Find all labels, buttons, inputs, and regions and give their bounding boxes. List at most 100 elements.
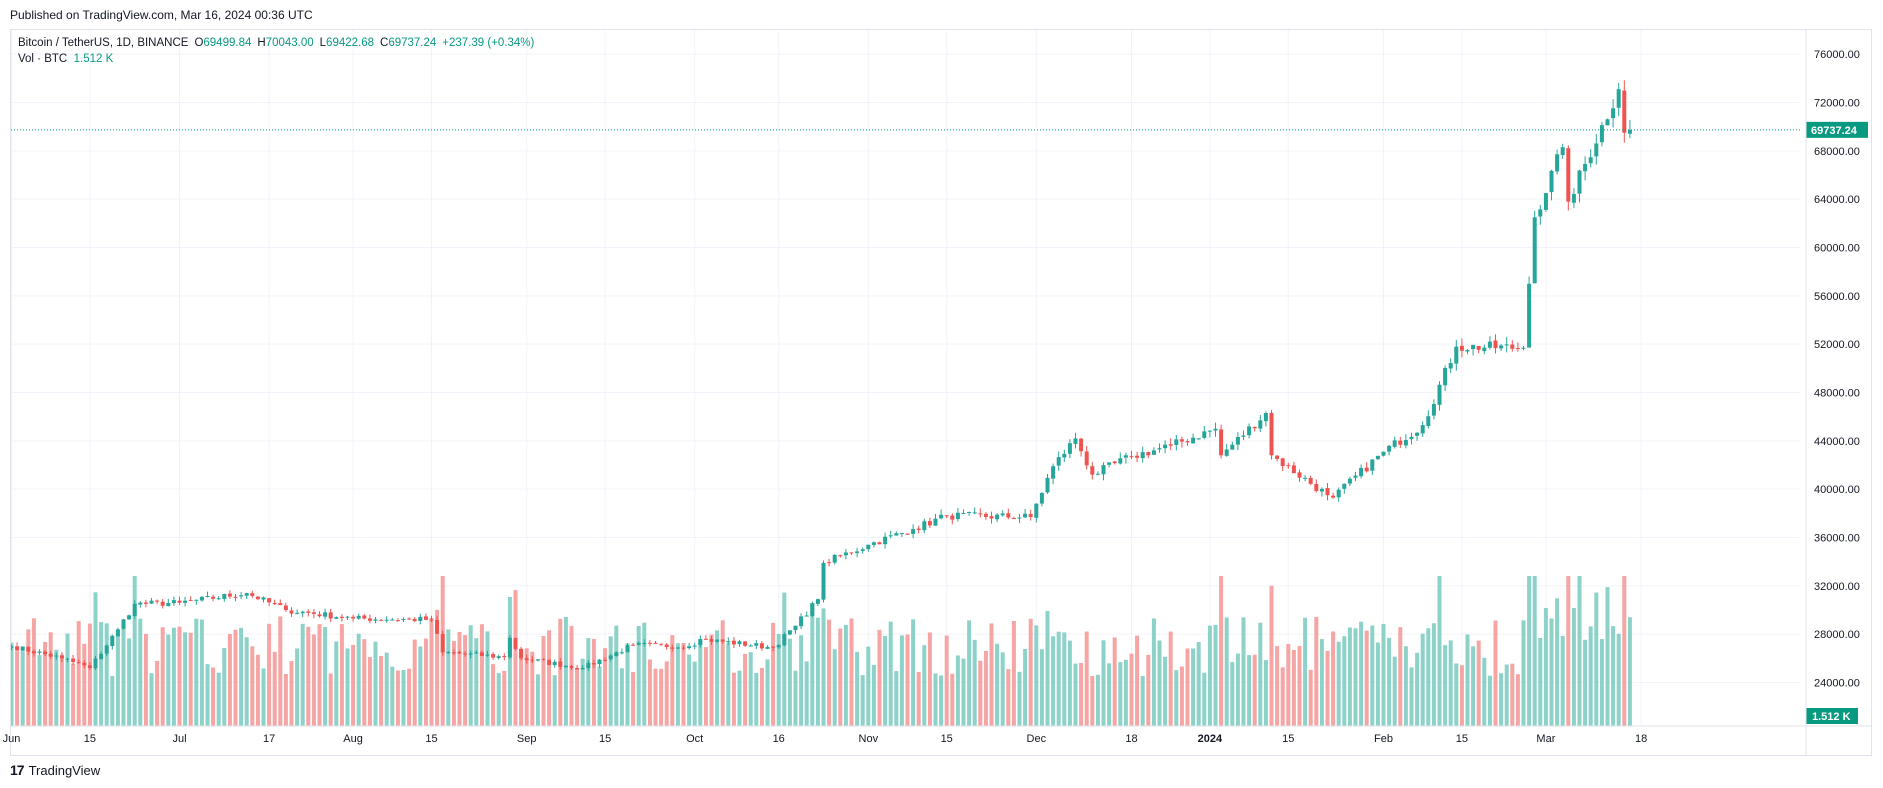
candle-body[interactable] xyxy=(1398,440,1403,445)
candle-body[interactable] xyxy=(1034,503,1039,518)
candle-body[interactable] xyxy=(1051,466,1056,479)
candle-body[interactable] xyxy=(1112,461,1117,464)
candle-body[interactable] xyxy=(659,643,664,645)
candle-body[interactable] xyxy=(1443,367,1448,386)
candle-body[interactable] xyxy=(418,616,423,621)
candle-body[interactable] xyxy=(474,652,479,654)
candle-body[interactable] xyxy=(1538,209,1543,217)
candle-body[interactable] xyxy=(1370,459,1375,471)
candle-body[interactable] xyxy=(983,513,988,517)
candle-body[interactable] xyxy=(586,662,591,669)
candle-body[interactable] xyxy=(608,655,613,660)
candle-body[interactable] xyxy=(642,642,647,644)
candle-body[interactable] xyxy=(636,642,641,645)
candle-body[interactable] xyxy=(1420,425,1425,434)
candle-body[interactable] xyxy=(720,639,725,642)
candle-body[interactable] xyxy=(995,514,1000,520)
candle-body[interactable] xyxy=(541,658,546,660)
candle-body[interactable] xyxy=(250,593,255,596)
candle-body[interactable] xyxy=(423,616,428,620)
candle-body[interactable] xyxy=(132,603,137,616)
candle-body[interactable] xyxy=(1336,489,1341,498)
candle-body[interactable] xyxy=(222,594,227,599)
candle-body[interactable] xyxy=(395,620,400,622)
candle-body[interactable] xyxy=(558,661,563,667)
candle-body[interactable] xyxy=(978,513,983,515)
candle-body[interactable] xyxy=(1415,432,1420,436)
candle-body[interactable] xyxy=(283,605,288,610)
candle-body[interactable] xyxy=(664,644,669,648)
candle-body[interactable] xyxy=(1314,483,1319,491)
candle-body[interactable] xyxy=(267,598,272,603)
legend-volume-label[interactable]: Vol · BTC xyxy=(18,53,68,65)
candle-body[interactable] xyxy=(485,654,490,656)
candle-body[interactable] xyxy=(1095,473,1100,475)
candle-body[interactable] xyxy=(563,665,568,668)
candle-body[interactable] xyxy=(149,600,154,604)
candle-body[interactable] xyxy=(1331,495,1336,498)
candle-body[interactable] xyxy=(59,655,64,659)
candle-body[interactable] xyxy=(328,612,333,619)
candle-body[interactable] xyxy=(1045,477,1050,493)
candle-body[interactable] xyxy=(1084,451,1089,466)
candle-body[interactable] xyxy=(345,616,350,618)
candle-body[interactable] xyxy=(373,619,378,621)
candle-body[interactable] xyxy=(922,521,927,531)
candle-body[interactable] xyxy=(104,645,109,654)
candle-body[interactable] xyxy=(815,599,820,604)
candle-body[interactable] xyxy=(1308,477,1313,484)
candle-body[interactable] xyxy=(519,648,524,659)
candle-body[interactable] xyxy=(1291,465,1296,474)
candle-body[interactable] xyxy=(1230,444,1235,450)
candle-body[interactable] xyxy=(1476,346,1481,350)
candle-body[interactable] xyxy=(799,616,804,627)
candle-body[interactable] xyxy=(1571,193,1576,203)
candle-body[interactable] xyxy=(1566,148,1571,202)
candle-body[interactable] xyxy=(1146,452,1151,456)
candle-body[interactable] xyxy=(1107,462,1112,465)
candle-body[interactable] xyxy=(580,668,585,670)
candle-body[interactable] xyxy=(1521,347,1526,349)
candle-body[interactable] xyxy=(451,652,456,654)
candle-body[interactable] xyxy=(300,611,305,614)
candle-body[interactable] xyxy=(1375,455,1380,460)
candle-body[interactable] xyxy=(1381,451,1386,456)
candle-body[interactable] xyxy=(171,600,176,604)
candle-body[interactable] xyxy=(1207,430,1212,432)
candle-body[interactable] xyxy=(261,597,266,600)
candle-body[interactable] xyxy=(1577,170,1582,194)
candle-body[interactable] xyxy=(1247,426,1252,436)
candle-body[interactable] xyxy=(496,656,501,658)
candle-body[interactable] xyxy=(1605,119,1610,126)
candle-body[interactable] xyxy=(1056,457,1061,466)
candle-body[interactable] xyxy=(429,619,434,621)
candle-body[interactable] xyxy=(1616,89,1621,108)
candle-body[interactable] xyxy=(1191,437,1196,444)
candle-body[interactable] xyxy=(1235,437,1240,445)
candle-body[interactable] xyxy=(317,614,322,617)
candle-body[interactable] xyxy=(1527,283,1532,348)
candle-body[interactable] xyxy=(115,629,120,637)
candle-body[interactable] xyxy=(939,514,944,519)
candle-body[interactable] xyxy=(227,593,232,597)
candle-body[interactable] xyxy=(31,651,36,654)
candle-body[interactable] xyxy=(530,659,535,661)
candle-body[interactable] xyxy=(160,601,165,606)
candle-body[interactable] xyxy=(479,652,484,656)
candle-body[interactable] xyxy=(367,618,372,621)
footer-brand[interactable]: 17 TradingView xyxy=(10,762,100,778)
candle-body[interactable] xyxy=(272,603,277,605)
candle-body[interactable] xyxy=(1275,455,1280,459)
candle-body[interactable] xyxy=(289,610,294,614)
candle-body[interactable] xyxy=(401,619,406,621)
candle-body[interactable] xyxy=(15,646,20,651)
candle-body[interactable] xyxy=(491,654,496,658)
candle-body[interactable] xyxy=(20,646,25,651)
candle-body[interactable] xyxy=(199,596,204,601)
candle-body[interactable] xyxy=(10,646,14,648)
candle-body[interactable] xyxy=(1353,475,1358,478)
candle-body[interactable] xyxy=(390,619,395,621)
candle-body[interactable] xyxy=(1471,344,1476,350)
candle-body[interactable] xyxy=(787,630,792,635)
candle-body[interactable] xyxy=(653,642,658,644)
